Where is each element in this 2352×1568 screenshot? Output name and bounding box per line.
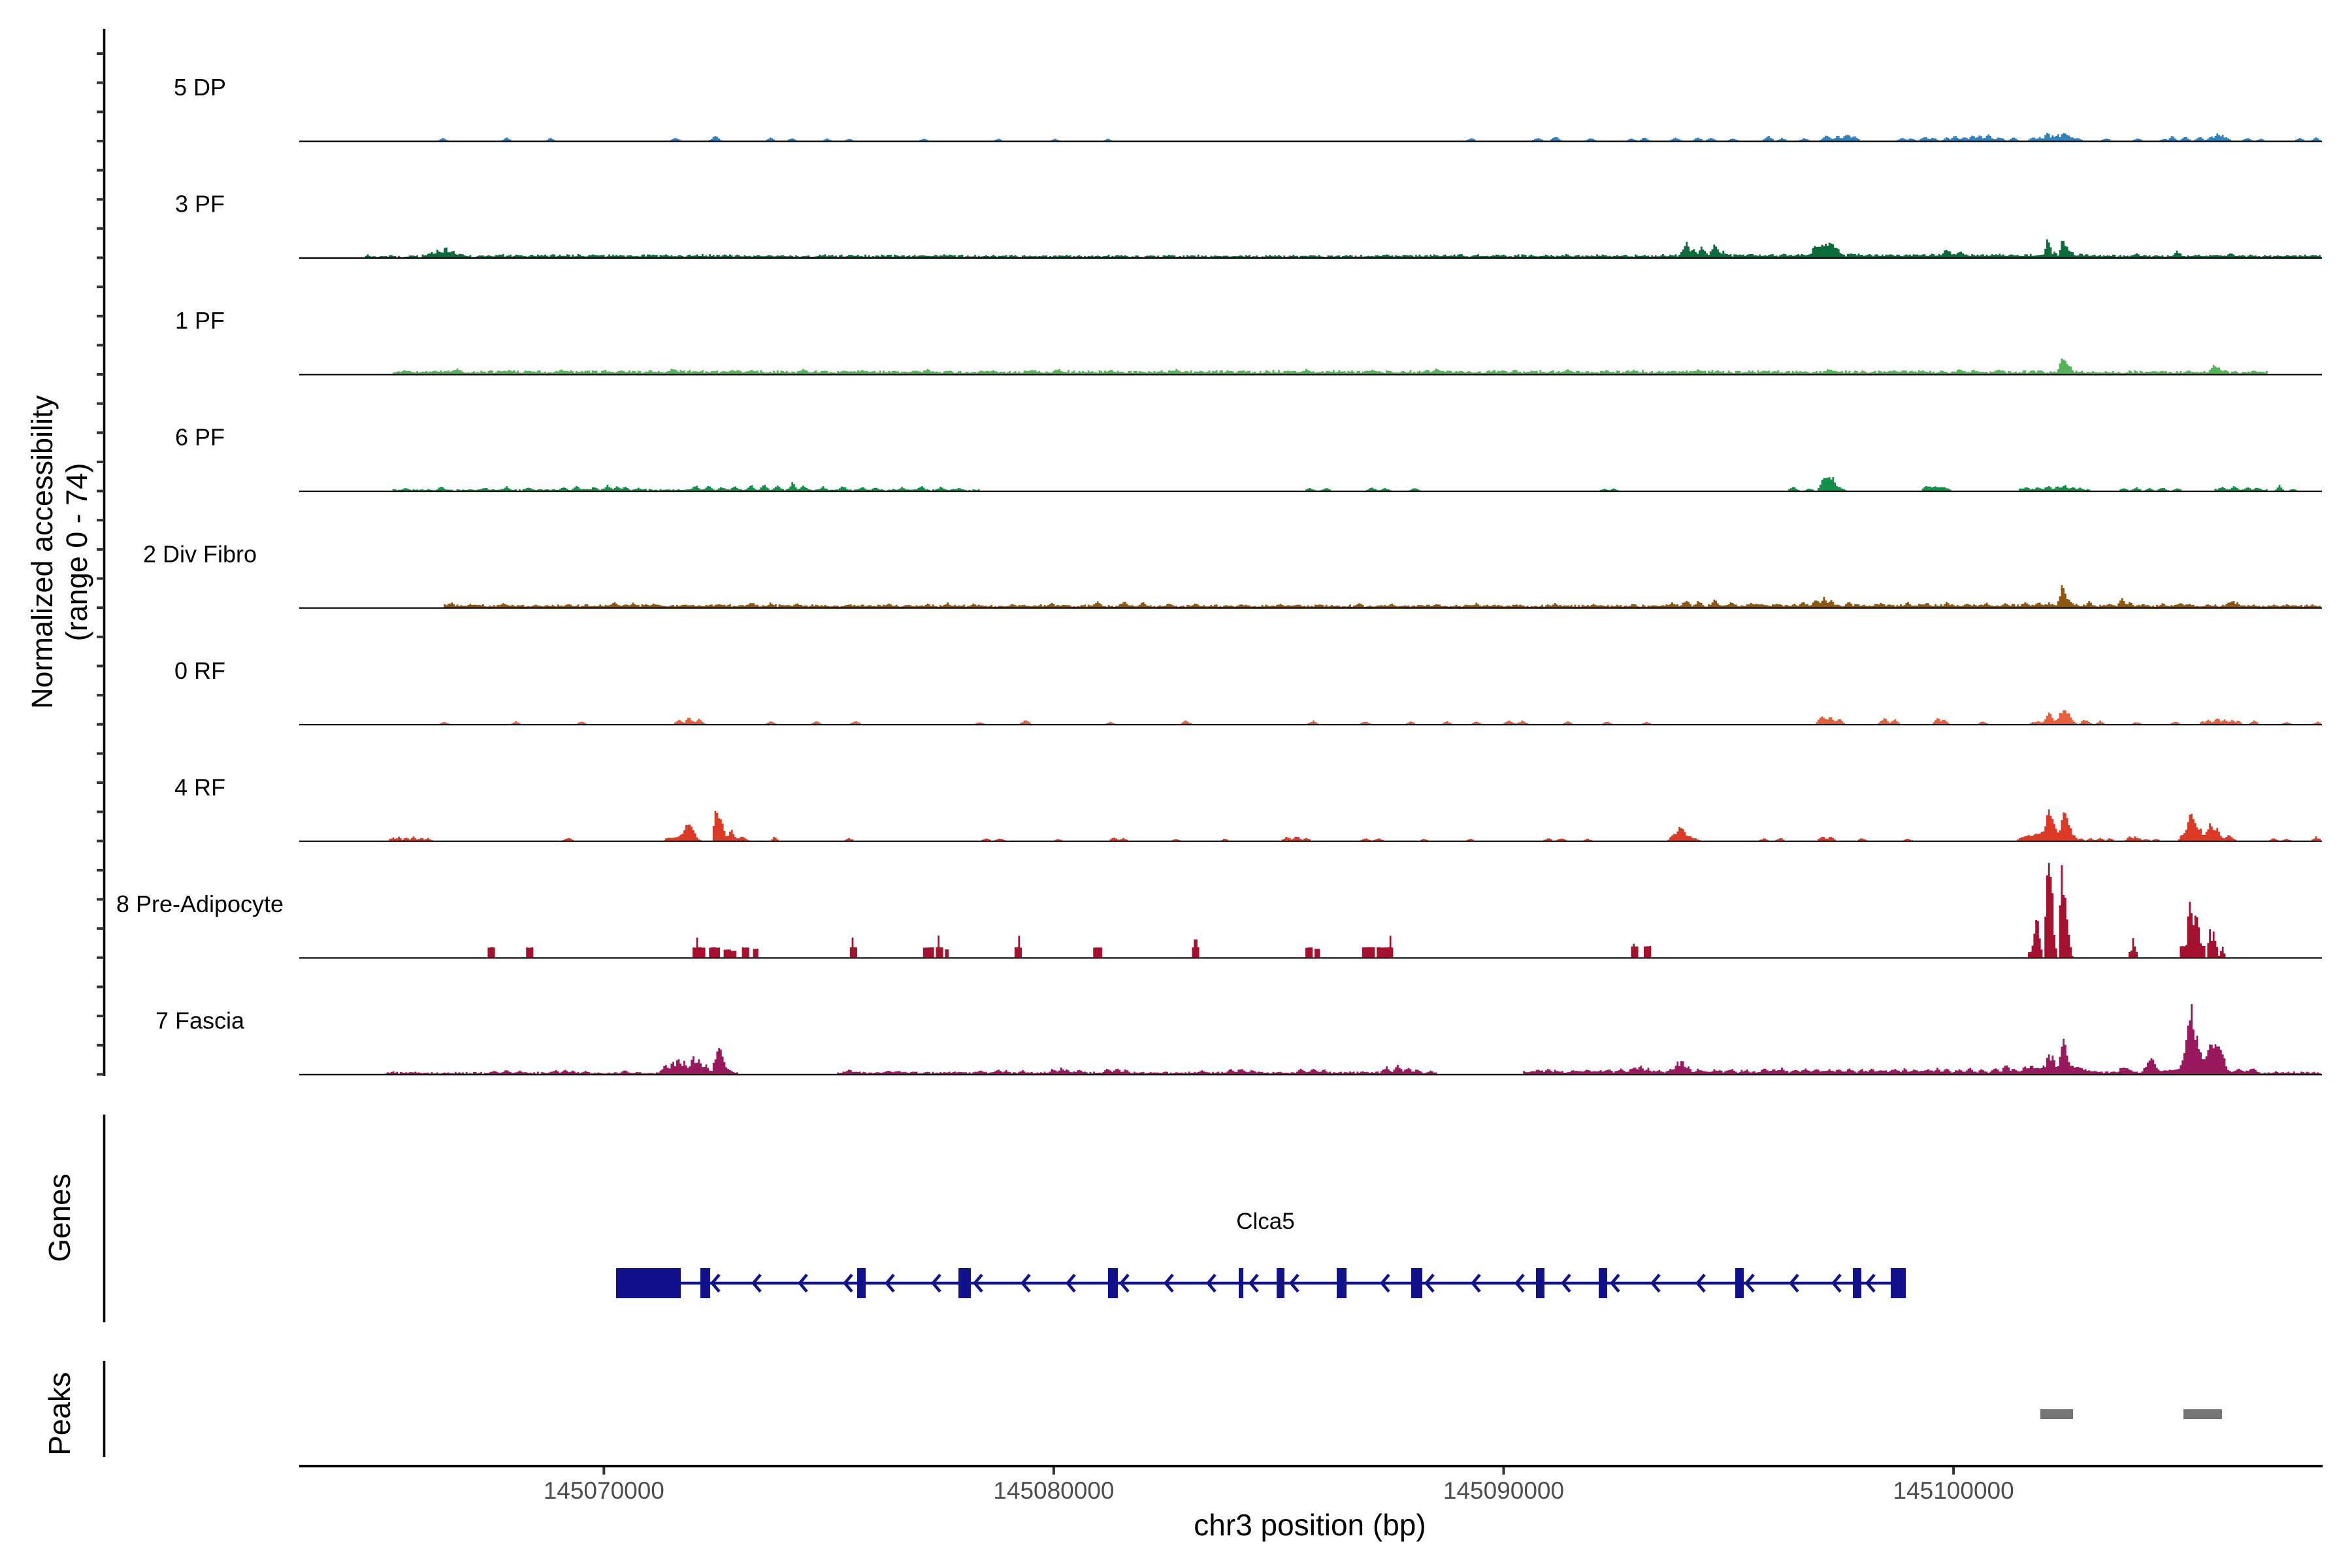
svg-text:Peaks: Peaks [42,1372,76,1456]
svg-text:0 RF: 0 RF [174,657,225,684]
svg-text:Clca5: Clca5 [1236,1209,1294,1234]
svg-text:Normalized accessibility: Normalized accessibility [25,395,59,709]
svg-text:chr3 position (bp): chr3 position (bp) [1194,1508,1426,1542]
svg-text:145100000: 145100000 [1893,1477,2014,1504]
svg-text:2 Div Fibro: 2 Div Fibro [143,540,257,567]
svg-text:8 Pre-Adipocyte: 8 Pre-Adipocyte [116,890,284,917]
svg-text:Genes: Genes [42,1173,76,1262]
svg-text:5 DP: 5 DP [174,74,226,101]
svg-text:6 PF: 6 PF [175,424,225,451]
svg-text:145080000: 145080000 [993,1477,1114,1504]
svg-text:7 Fascia: 7 Fascia [155,1007,245,1034]
svg-text:1 PF: 1 PF [175,307,225,334]
svg-text:(range 0 - 74): (range 0 - 74) [60,463,93,642]
svg-text:4 RF: 4 RF [174,774,225,800]
svg-text:3 PF: 3 PF [175,191,225,218]
svg-text:145070000: 145070000 [544,1477,664,1504]
svg-text:145090000: 145090000 [1443,1477,1564,1504]
